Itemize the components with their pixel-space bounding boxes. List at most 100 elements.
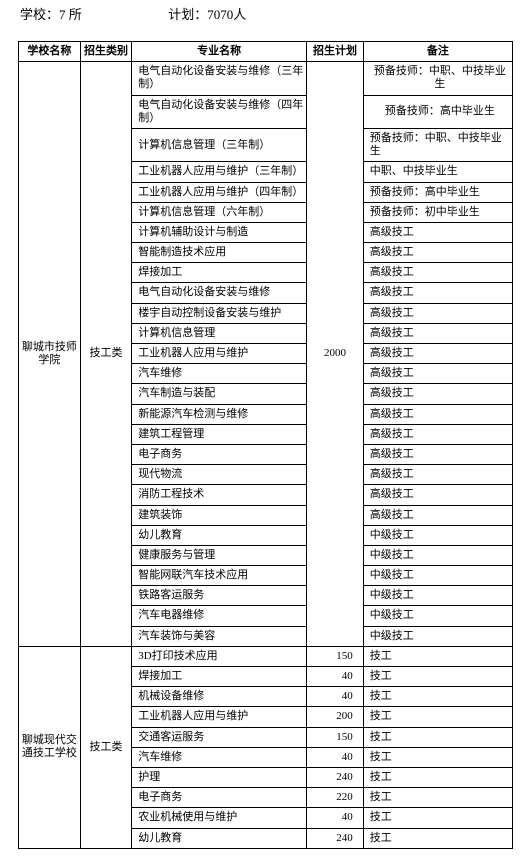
major-cell: 计算机信息管理（三年制） — [132, 128, 307, 161]
major-cell: 汽车维修 — [132, 364, 307, 384]
major-cell: 铁路客运服务 — [132, 586, 307, 606]
category-cell: 技工类 — [80, 646, 131, 848]
plan-cell: 240 — [307, 767, 364, 787]
remark-cell: 高级技工 — [363, 344, 512, 364]
major-cell: 新能源汽车检测与维修 — [132, 404, 307, 424]
major-cell: 建筑装饰 — [132, 505, 307, 525]
major-cell: 电气自动化设备安装与维修（四年制） — [132, 95, 307, 128]
major-cell: 3D打印技术应用 — [132, 646, 307, 666]
plan-cell: 40 — [307, 747, 364, 767]
remark-cell: 技工 — [363, 667, 512, 687]
plan-cell: 40 — [307, 808, 364, 828]
remark-cell: 高级技工 — [363, 505, 512, 525]
enrollment-table: 学校名称 招生类别 专业名称 招生计划 备注 聊城市技师学院技工类电气自动化设备… — [18, 41, 513, 849]
remark-cell: 技工 — [363, 767, 512, 787]
remark-cell: 技工 — [363, 646, 512, 666]
schools-label: 学校： — [20, 7, 59, 22]
major-cell: 工业机器人应用与维护 — [132, 707, 307, 727]
plan-cell: 150 — [307, 646, 364, 666]
major-cell: 电气自动化设备安装与维修（三年制） — [132, 62, 307, 95]
major-cell: 工业机器人应用与维护（三年制） — [132, 162, 307, 182]
col-plan: 招生计划 — [307, 42, 364, 62]
table-header-row: 学校名称 招生类别 专业名称 招生计划 备注 — [19, 42, 513, 62]
remark-cell: 技工 — [363, 808, 512, 828]
plan-cell: 40 — [307, 687, 364, 707]
remark-cell: 高级技工 — [363, 404, 512, 424]
col-remark: 备注 — [363, 42, 512, 62]
plan-cell: 40 — [307, 667, 364, 687]
remark-cell: 技工 — [363, 788, 512, 808]
remark-cell: 中级技工 — [363, 525, 512, 545]
schools-value: 7 所 — [59, 7, 82, 22]
remark-cell: 高级技工 — [363, 384, 512, 404]
summary-header: 学校：7 所 计划：7070人 — [18, 4, 513, 23]
major-cell: 智能制造技术应用 — [132, 243, 307, 263]
remark-cell: 中职、中技毕业生 — [363, 162, 512, 182]
remark-cell: 技工 — [363, 747, 512, 767]
category-cell: 技工类 — [80, 62, 131, 647]
remark-cell: 中级技工 — [363, 566, 512, 586]
col-category: 招生类别 — [80, 42, 131, 62]
major-cell: 汽车制造与装配 — [132, 384, 307, 404]
remark-cell: 中级技工 — [363, 545, 512, 565]
major-cell: 健康服务与管理 — [132, 545, 307, 565]
remark-cell: 高级技工 — [363, 283, 512, 303]
major-cell: 工业机器人应用与维护（四年制） — [132, 182, 307, 202]
plan-label: 计划： — [168, 7, 207, 22]
remark-cell: 高级技工 — [363, 263, 512, 283]
remark-cell: 高级技工 — [363, 424, 512, 444]
remark-cell: 中级技工 — [363, 606, 512, 626]
remark-cell: 预备技师：初中毕业生 — [363, 202, 512, 222]
major-cell: 汽车电器维修 — [132, 606, 307, 626]
major-cell: 幼儿教育 — [132, 525, 307, 545]
major-cell: 计算机信息管理 — [132, 323, 307, 343]
remark-cell: 高级技工 — [363, 323, 512, 343]
plan-cell: 240 — [307, 828, 364, 848]
major-cell: 护理 — [132, 767, 307, 787]
table-body: 聊城市技师学院技工类电气自动化设备安装与维修（三年制）2000预备技师：中职、中… — [19, 62, 513, 849]
remark-cell: 预备技师：中职、中技毕业生 — [363, 128, 512, 161]
plan-value: 7070人 — [207, 7, 246, 22]
major-cell: 工业机器人应用与维护 — [132, 344, 307, 364]
major-cell: 现代物流 — [132, 465, 307, 485]
col-major: 专业名称 — [132, 42, 307, 62]
table-row: 聊城现代交通技工学校技工类3D打印技术应用150技工 — [19, 646, 513, 666]
remark-cell: 高级技工 — [363, 485, 512, 505]
major-cell: 计算机信息管理（六年制） — [132, 202, 307, 222]
major-cell: 楼宇自动控制设备安装与维护 — [132, 303, 307, 323]
plan-cell: 2000 — [307, 62, 364, 647]
remark-cell: 高级技工 — [363, 444, 512, 464]
remark-cell: 预备技师：高中毕业生 — [363, 95, 512, 128]
remark-cell: 技工 — [363, 828, 512, 848]
major-cell: 消防工程技术 — [132, 485, 307, 505]
table-row: 聊城市技师学院技工类电气自动化设备安装与维修（三年制）2000预备技师：中职、中… — [19, 62, 513, 95]
major-cell: 农业机械使用与维护 — [132, 808, 307, 828]
remark-cell: 技工 — [363, 687, 512, 707]
col-school: 学校名称 — [19, 42, 81, 62]
major-cell: 汽车装饰与美容 — [132, 626, 307, 646]
remark-cell: 预备技师：高中毕业生 — [363, 182, 512, 202]
remark-cell: 预备技师：中职、中技毕业生 — [363, 62, 512, 95]
remark-cell: 高级技工 — [363, 222, 512, 242]
remark-cell: 高级技工 — [363, 243, 512, 263]
plan-cell: 150 — [307, 727, 364, 747]
school-name-cell: 聊城市技师学院 — [19, 62, 81, 647]
remark-cell: 高级技工 — [363, 303, 512, 323]
major-cell: 建筑工程管理 — [132, 424, 307, 444]
plan-cell: 220 — [307, 788, 364, 808]
major-cell: 汽车维修 — [132, 747, 307, 767]
major-cell: 幼儿教育 — [132, 828, 307, 848]
plan-cell: 200 — [307, 707, 364, 727]
major-cell: 机械设备维修 — [132, 687, 307, 707]
major-cell: 智能网联汽车技术应用 — [132, 566, 307, 586]
major-cell: 焊接加工 — [132, 263, 307, 283]
major-cell: 电子商务 — [132, 444, 307, 464]
school-name-cell: 聊城现代交通技工学校 — [19, 646, 81, 848]
major-cell: 计算机辅助设计与制造 — [132, 222, 307, 242]
remark-cell: 中级技工 — [363, 626, 512, 646]
major-cell: 交通客运服务 — [132, 727, 307, 747]
remark-cell: 高级技工 — [363, 465, 512, 485]
remark-cell: 技工 — [363, 727, 512, 747]
major-cell: 电气自动化设备安装与维修 — [132, 283, 307, 303]
major-cell: 焊接加工 — [132, 667, 307, 687]
